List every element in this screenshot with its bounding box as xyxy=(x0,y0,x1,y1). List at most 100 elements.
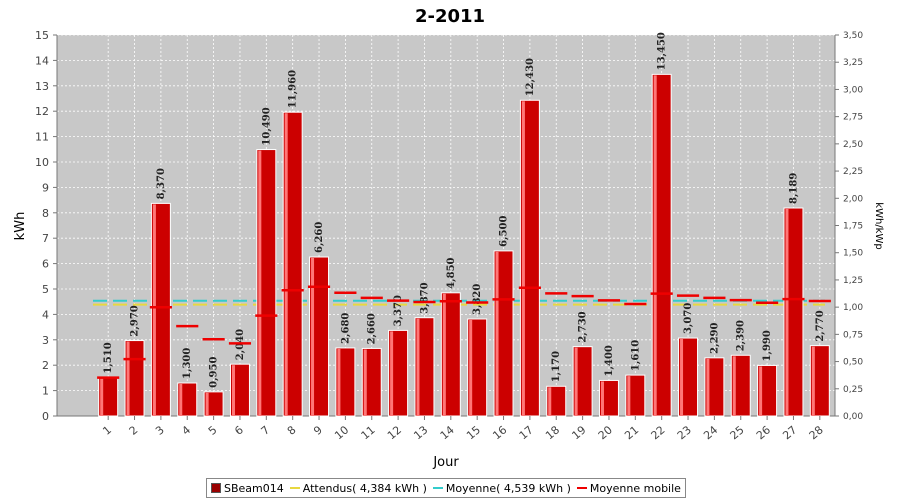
x-tick-label: 26 xyxy=(754,423,773,442)
y-tick-label: 7 xyxy=(42,232,49,245)
legend-item-average: Moyenne( 4,539 kWh ) xyxy=(432,481,571,495)
legend-label-average: Moyenne( 4,539 kWh ) xyxy=(445,481,571,495)
y-tick-label: 12 xyxy=(35,105,49,118)
y-tick-label: 10 xyxy=(35,156,49,169)
x-tick-label: 2 xyxy=(127,423,141,437)
bar-highlight xyxy=(100,378,104,416)
legend: SBeam014 Attendus( 4,384 kWh ) Moyenne( … xyxy=(206,478,686,498)
bar-value-label: 1,990 xyxy=(762,330,773,361)
x-tick-label: 23 xyxy=(675,423,694,442)
y-tick-label: 14 xyxy=(35,54,49,67)
bar-highlight xyxy=(680,339,684,416)
x-tick-label: 5 xyxy=(206,423,220,437)
y-tick-label: 0 xyxy=(42,410,49,423)
y2-tick-label: 0,75 xyxy=(843,330,863,340)
bar-highlight xyxy=(469,319,473,416)
bar-highlight xyxy=(732,356,736,416)
y-tick-label: 1 xyxy=(42,385,49,398)
x-tick-label: 28 xyxy=(807,423,826,442)
bar-value-label: 2,730 xyxy=(578,311,589,342)
y2-tick-label: 3,25 xyxy=(843,58,863,68)
y2-tick-label: 1,00 xyxy=(843,303,863,313)
bar-value-label: 6,500 xyxy=(499,216,510,247)
legend-label-expected: Attendus( 4,384 kWh ) xyxy=(302,481,427,495)
bar-highlight xyxy=(179,383,183,416)
x-tick-label: 18 xyxy=(543,423,562,442)
bar-value-label: 11,960 xyxy=(288,70,299,108)
bar-value-label: 13,450 xyxy=(657,32,668,70)
y2-tick-label: 2,25 xyxy=(843,167,863,177)
x-tick-label: 11 xyxy=(359,423,378,442)
x-tick-label: 14 xyxy=(438,423,457,442)
y-tick-label: 5 xyxy=(42,283,49,296)
legend-label-bars: SBeam014 xyxy=(224,481,284,495)
x-tick-label: 20 xyxy=(596,423,615,442)
x-axis-label: Jour xyxy=(432,455,459,470)
bar-value-label: 1,510 xyxy=(103,342,114,373)
y-tick-label: 4 xyxy=(42,308,49,321)
bar-value-label: 2,290 xyxy=(709,322,720,353)
x-tick-label: 12 xyxy=(385,423,404,442)
bar-highlight xyxy=(548,387,552,416)
x-tick-label: 13 xyxy=(411,423,430,442)
bar-highlight xyxy=(574,347,578,416)
y2-tick-label: 3,50 xyxy=(843,31,863,41)
bar-highlight xyxy=(258,150,262,416)
bar-highlight xyxy=(495,251,499,416)
bar-highlight xyxy=(311,257,315,416)
x-tick-label: 3 xyxy=(153,423,167,437)
bar-highlight xyxy=(284,113,288,416)
legend-swatch-average xyxy=(432,487,443,489)
bar-highlight xyxy=(363,349,367,416)
bar-value-label: 2,660 xyxy=(367,313,378,344)
y-tick-label: 11 xyxy=(35,131,49,144)
bar-highlight xyxy=(152,204,156,416)
bar-value-label: 3,070 xyxy=(683,303,694,334)
y2-tick-label: 0,25 xyxy=(843,385,863,395)
bar-highlight xyxy=(521,101,525,416)
y2-tick-label: 1,50 xyxy=(843,249,863,259)
y-tick-label: 6 xyxy=(42,258,49,271)
x-tick-label: 4 xyxy=(179,423,193,437)
y-axis-label: kWh xyxy=(13,212,28,241)
x-tick-label: 7 xyxy=(259,423,273,437)
bar-highlight xyxy=(653,75,657,417)
legend-label-moving-average: Moyenne mobile xyxy=(589,481,681,495)
bar-highlight xyxy=(785,208,789,416)
y-tick-label: 8 xyxy=(42,207,49,220)
bar-value-label: 2,680 xyxy=(340,313,351,344)
legend-item-expected: Attendus( 4,384 kWh ) xyxy=(289,481,427,495)
bar-value-label: 1,610 xyxy=(630,340,641,371)
bar-value-label: 1,170 xyxy=(551,351,562,382)
bar-highlight xyxy=(126,341,130,416)
y2-tick-label: 0,50 xyxy=(843,358,863,368)
bar-value-label: 6,260 xyxy=(314,222,325,253)
bar-highlight xyxy=(706,358,710,416)
legend-swatch-bars xyxy=(211,483,221,493)
bar-value-label: 8,189 xyxy=(788,173,799,204)
x-tick-label: 19 xyxy=(569,423,588,442)
legend-swatch-expected xyxy=(289,487,300,489)
y2-tick-label: 3,00 xyxy=(843,85,863,95)
bar-highlight xyxy=(205,392,209,416)
y-tick-label: 3 xyxy=(42,334,49,347)
y2-tick-label: 2,00 xyxy=(843,194,863,204)
y2-tick-label: 0,00 xyxy=(843,412,863,422)
bar-highlight xyxy=(811,346,815,416)
y2-tick-label: 2,75 xyxy=(843,113,863,123)
x-tick-label: 1 xyxy=(100,423,114,437)
bar-value-label: 3,820 xyxy=(472,284,483,315)
bar-highlight xyxy=(231,365,235,416)
bar-highlight xyxy=(442,293,446,416)
y-tick-label: 13 xyxy=(35,80,49,93)
plot-area: 01234567891011121314150,000,250,500,751,… xyxy=(35,29,863,442)
x-tick-label: 24 xyxy=(701,423,720,442)
bar-highlight xyxy=(627,376,631,416)
bar-value-label: 2,770 xyxy=(815,310,826,341)
x-tick-label: 22 xyxy=(649,423,668,442)
bar-value-label: 1,400 xyxy=(604,345,615,376)
x-tick-label: 27 xyxy=(780,423,799,442)
bar-highlight xyxy=(390,331,394,416)
x-tick-label: 10 xyxy=(332,423,351,442)
